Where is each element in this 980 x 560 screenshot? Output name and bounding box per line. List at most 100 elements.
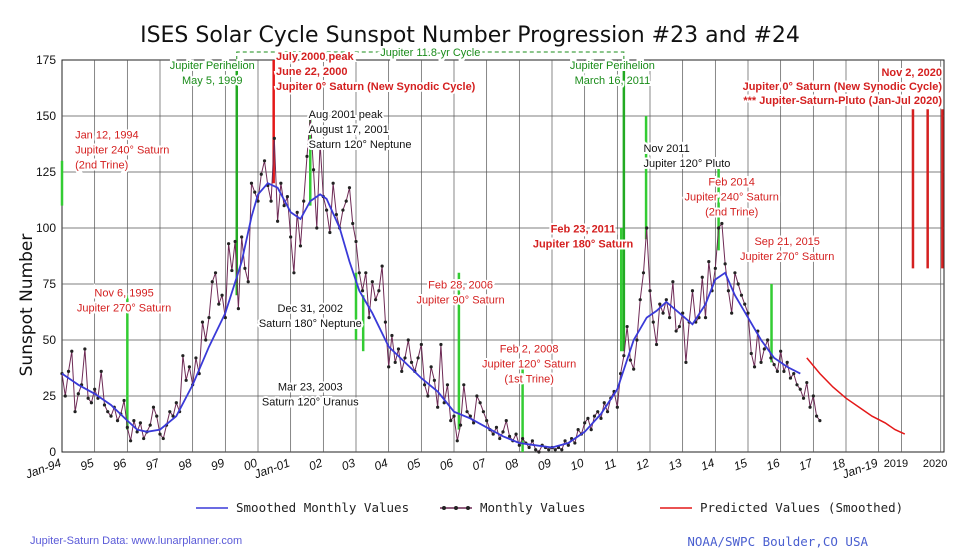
monthly-value-point <box>452 414 456 418</box>
monthly-value-point <box>302 199 306 203</box>
monthly-value-point <box>328 230 332 235</box>
monthly-value-point <box>432 378 436 382</box>
x-tick-label-year: 2019 <box>884 458 908 470</box>
x-tick-label: 09 <box>536 456 554 474</box>
monthly-value-point <box>115 419 120 423</box>
monthly-value-point <box>93 387 97 391</box>
annotation-line: Jupiter 270° Saturn <box>740 251 834 263</box>
monthly-value-point <box>723 262 727 266</box>
monthly-value-point <box>808 405 812 409</box>
monthly-value-point <box>102 403 107 407</box>
monthly-value-point <box>465 410 469 414</box>
monthly-value-point <box>341 208 345 212</box>
monthly-value-point <box>142 436 146 441</box>
monthly-value-point <box>315 226 319 230</box>
monthly-value-point <box>478 401 482 405</box>
monthly-value-point <box>106 410 110 414</box>
monthly-value-point <box>472 421 476 425</box>
series-layer <box>60 114 906 454</box>
monthly-value-point <box>334 212 338 217</box>
annotation-line: Jupiter 180° Saturn <box>533 238 634 250</box>
monthly-value-point <box>700 275 704 279</box>
monthly-value-point <box>501 430 505 434</box>
monthly-value-point <box>625 324 629 329</box>
monthly-value-point <box>406 338 410 342</box>
annotation: Mar 23, 2003 Saturn 120° Uranus <box>260 379 361 410</box>
monthly-value-point <box>703 316 708 320</box>
annotation-layer: Jupiter 11.8-yr Cycle Jan 12, 1994 Jupiter… <box>73 45 944 411</box>
legend-swatch-point <box>454 506 458 510</box>
monthly-value-point <box>815 414 819 418</box>
annotation-line: Jan 12, 1994 <box>75 129 139 141</box>
monthly-value-point <box>207 316 211 320</box>
x-tick-label: 06 <box>438 456 456 474</box>
monthly-value-point <box>445 383 450 387</box>
monthly-value-point <box>527 445 531 450</box>
annotation-line: Nov 2011 <box>643 143 689 155</box>
monthly-value-point <box>377 289 381 293</box>
monthly-value-point <box>223 316 227 320</box>
monthly-value-point <box>563 439 567 443</box>
x-tick-label: 15 <box>732 456 750 474</box>
legend-label: Smoothed Monthly Values <box>236 500 409 515</box>
monthly-value-point <box>648 289 652 293</box>
annotation-line: Jupiter 120° Saturn <box>482 358 576 370</box>
monthly-value-point <box>622 354 626 358</box>
annotation: Aug 2001 peak August 17, 2001 Saturn 120° … <box>307 107 414 153</box>
x-tick-label: Jan-19 <box>839 456 880 482</box>
monthly-value-point <box>409 360 414 364</box>
monthly-value-point <box>383 320 387 324</box>
monthly-value-point <box>713 266 717 270</box>
monthly-value-point <box>733 271 737 275</box>
chart-title: ISES Solar Cycle Sunspot Number Progress… <box>140 23 800 48</box>
monthly-value-point <box>292 271 296 275</box>
monthly-value-point <box>357 271 361 275</box>
monthly-value-point <box>654 342 659 347</box>
y-tick-label: 125 <box>36 165 56 179</box>
monthly-value-point <box>129 439 133 443</box>
monthly-value-point <box>174 401 178 405</box>
x-tick-label: 12 <box>634 456 652 474</box>
monthly-value-point <box>717 226 721 230</box>
monthly-value-point <box>449 419 453 423</box>
monthly-value-point <box>416 356 420 360</box>
x-tick-label: 95 <box>78 456 96 474</box>
annotation-line: Jupiter 0° Saturn (New Synodic Cycle) <box>276 81 476 93</box>
monthly-value-point <box>364 271 368 275</box>
monthly-value-point <box>282 204 286 208</box>
x-tick-label: Jan-94 <box>23 456 64 482</box>
x-tick-label: 11 <box>602 456 619 473</box>
monthly-value-point <box>181 354 185 358</box>
x-tick-label: 98 <box>176 456 194 474</box>
event-marker-layer <box>60 60 773 452</box>
monthly-value-point <box>262 159 267 163</box>
annotation-line: Jupiter 120° Pluto <box>643 158 730 170</box>
monthly-value-point <box>645 226 649 230</box>
monthly-value-point <box>605 410 610 414</box>
right-panel-line: Nov 2, 2020 <box>881 67 942 79</box>
monthly-value-point <box>736 282 740 286</box>
monthly-value-point <box>393 360 397 364</box>
right-panel-line: *** Jupiter-Saturn-Pluto (Jan-Jul 2020) <box>743 95 942 107</box>
legend-swatch-point <box>466 506 470 510</box>
plot-area-frame <box>61 59 945 453</box>
annotation-line: Sep 21, 2015 <box>754 236 819 248</box>
monthly-value-point <box>481 410 485 414</box>
monthly-value-point <box>138 421 142 425</box>
annotation: Dec 31, 2002 Saturn 180° Neptune <box>257 301 364 332</box>
monthly-value-point <box>746 311 750 315</box>
x-tick-label: 10 <box>568 456 586 474</box>
monthly-value-point <box>658 302 662 306</box>
monthly-value-point <box>132 419 136 423</box>
monthly-value-point <box>537 450 541 454</box>
monthly-value-point <box>615 405 619 409</box>
monthly-value-point <box>289 235 293 239</box>
monthly-value-point <box>351 221 355 226</box>
x-tick-label: 04 <box>372 456 390 474</box>
monthly-value-point <box>158 432 162 436</box>
monthly-value-point <box>635 338 639 342</box>
monthly-value-point <box>161 436 165 441</box>
monthly-value-point <box>638 298 642 302</box>
